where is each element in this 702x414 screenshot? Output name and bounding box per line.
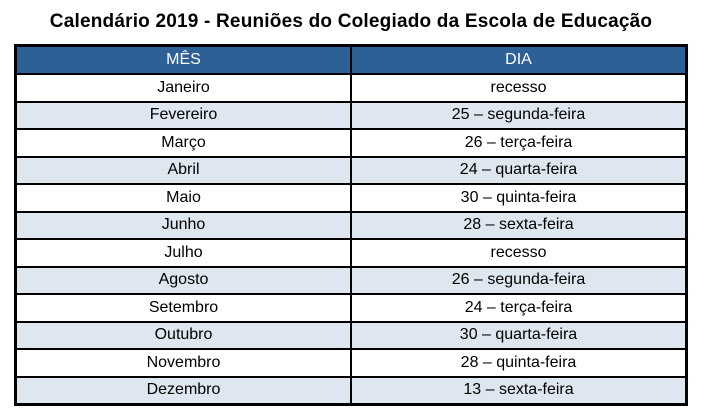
dia-cell: 30 – quinta-feira <box>350 183 688 213</box>
dia-cell: 26 – segunda-feira <box>350 265 688 295</box>
table-row-agosto: Agosto 26 – segunda-feira <box>14 265 688 295</box>
table-row-junho: Junho 28 – sexta-feira <box>14 210 688 240</box>
mes-cell: Setembro <box>14 293 352 323</box>
table-row-fevereiro: Fevereiro 25 – segunda-feira <box>14 100 688 130</box>
dia-cell: 25 – segunda-feira <box>350 100 688 130</box>
dia-cell: 30 – quarta-feira <box>350 320 688 350</box>
table-row-janeiro: Janeiro recesso <box>14 73 688 103</box>
dia-cell: 28 – quinta-feira <box>350 348 688 378</box>
dia-cell: 24 – quarta-feira <box>350 155 688 185</box>
table-row-dezembro: Dezembro 13 – sexta-feira <box>14 375 688 406</box>
table-row-maio: Maio 30 – quinta-feira <box>14 183 688 213</box>
dia-cell: recesso <box>350 238 688 268</box>
table-row-julho: Julho recesso <box>14 238 688 268</box>
mes-cell: Dezembro <box>14 375 352 406</box>
dia-cell: 13 – sexta-feira <box>350 375 688 406</box>
dia-cell: 26 – terça-feira <box>350 128 688 158</box>
table-row-novembro: Novembro 28 – quinta-feira <box>14 348 688 378</box>
mes-cell: Janeiro <box>14 73 352 103</box>
dia-cell: recesso <box>350 73 688 103</box>
table-row-outubro: Outubro 30 – quarta-feira <box>14 320 688 350</box>
table-row-abril: Abril 24 – quarta-feira <box>14 155 688 185</box>
table-row-marco: Março 26 – terça-feira <box>14 128 688 158</box>
dia-cell: 24 – terça-feira <box>350 293 688 323</box>
mes-cell: Novembro <box>14 348 352 378</box>
mes-cell: Agosto <box>14 265 352 295</box>
mes-cell: Junho <box>14 210 352 240</box>
mes-cell: Março <box>14 128 352 158</box>
dia-cell: 28 – sexta-feira <box>350 210 688 240</box>
mes-cell: Abril <box>14 155 352 185</box>
table-row-setembro: Setembro 24 – terça-feira <box>14 293 688 323</box>
mes-cell: Julho <box>14 238 352 268</box>
mes-cell: Fevereiro <box>14 100 352 130</box>
header-row: MÊS DIA <box>14 44 688 75</box>
column-header-dia: DIA <box>350 44 688 75</box>
page-title: Calendário 2019 - Reuniões do Colegiado … <box>49 11 653 32</box>
mes-cell: Maio <box>14 183 352 213</box>
mes-cell: Outubro <box>14 320 352 350</box>
calendar-table: MÊS DIA Janeiro recesso Fevereiro 25 – s… <box>14 44 688 406</box>
column-header-mes: MÊS <box>14 44 352 75</box>
